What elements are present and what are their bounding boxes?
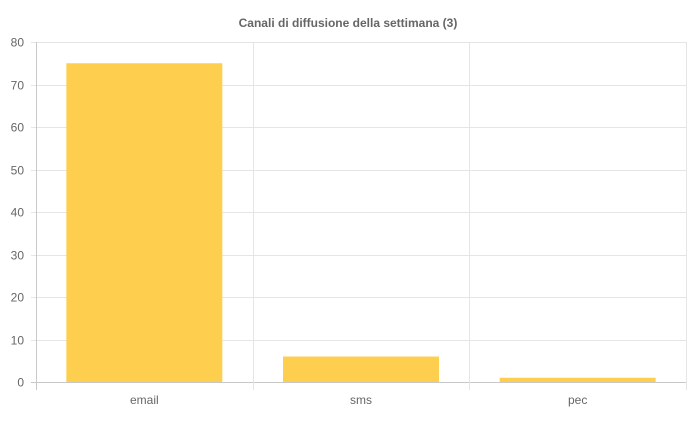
y-tick-label: 70 bbox=[11, 79, 25, 93]
y-tick-label: 50 bbox=[11, 164, 25, 178]
chart-title: Canali di diffusione della settimana (3) bbox=[239, 16, 458, 30]
bars bbox=[66, 63, 656, 382]
y-axis-ticks: 0 10 20 30 40 50 60 70 80 bbox=[11, 36, 25, 390]
x-tick-label: email bbox=[130, 393, 159, 407]
y-tick-label: 0 bbox=[17, 376, 24, 390]
y-tick-label: 60 bbox=[11, 121, 25, 135]
x-tick-label: pec bbox=[568, 393, 587, 407]
x-axis-ticks: email sms pec bbox=[130, 393, 587, 407]
bar-sms bbox=[283, 356, 439, 382]
x-tick-label: sms bbox=[350, 393, 372, 407]
bar-email bbox=[66, 63, 223, 382]
bar-pec bbox=[499, 377, 656, 382]
y-tick-label: 20 bbox=[11, 291, 25, 305]
y-tick-label: 40 bbox=[11, 206, 25, 220]
y-tick-label: 80 bbox=[11, 36, 25, 50]
y-tick-label: 10 bbox=[11, 334, 25, 348]
y-tick-label: 30 bbox=[11, 249, 25, 263]
